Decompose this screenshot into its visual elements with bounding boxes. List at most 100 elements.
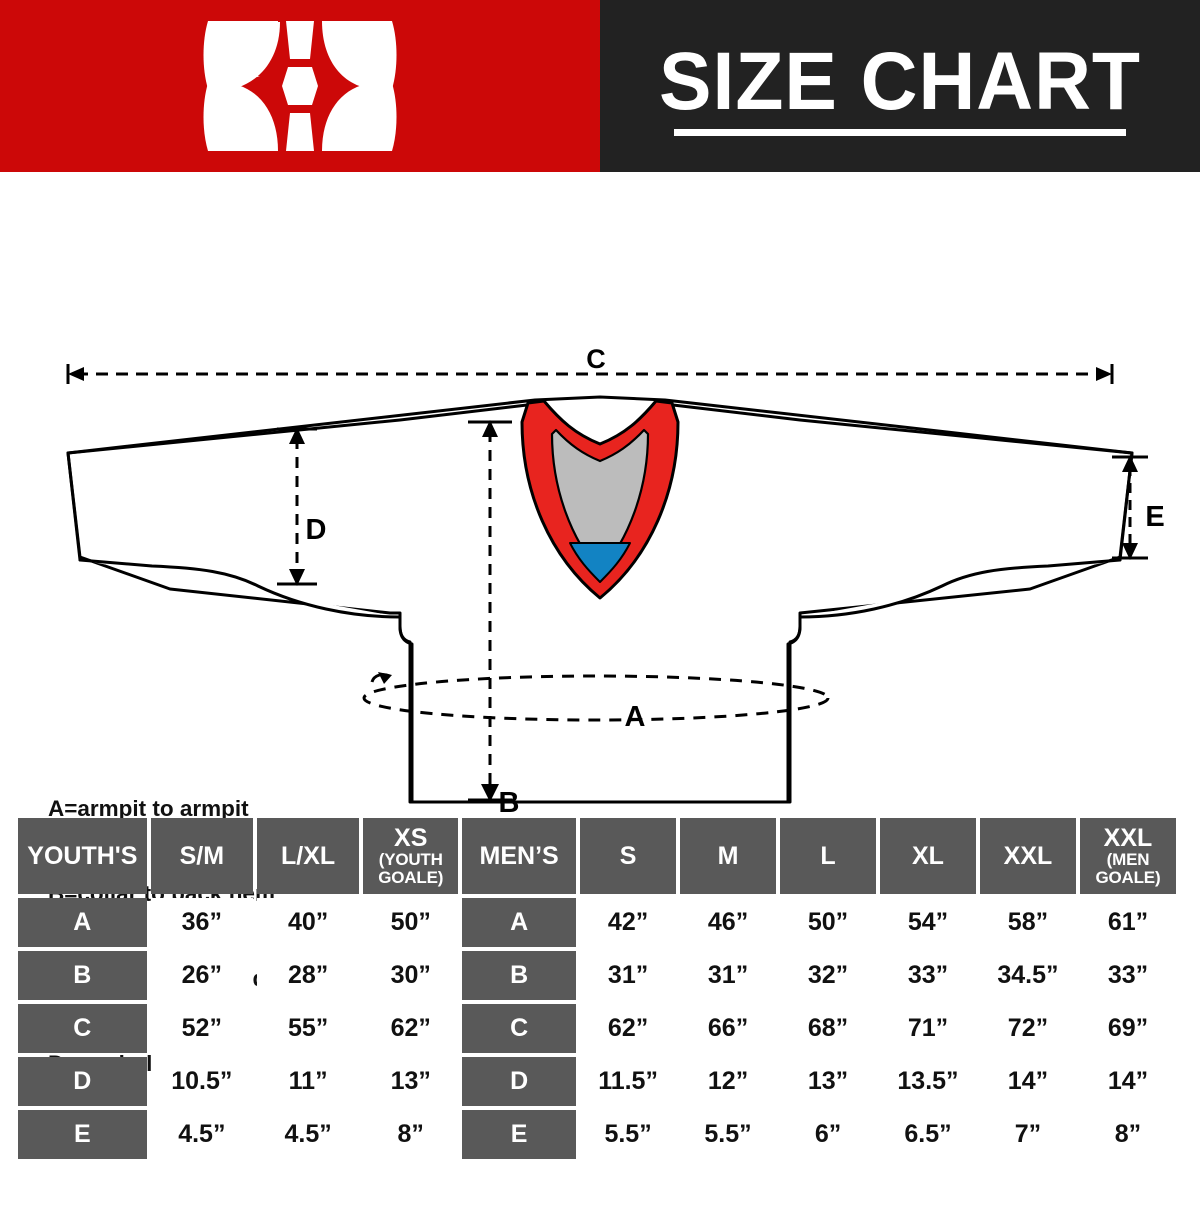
youth-cell-E-0: 4.5” xyxy=(150,1110,253,1159)
youth-group-header: YOUTH'S xyxy=(18,818,147,894)
mens-cell-C-4: 72” xyxy=(979,1004,1076,1053)
mens-cell-C-1: 66” xyxy=(680,1004,777,1053)
youth-cell-A-1: 40” xyxy=(256,898,360,947)
kxk-logo-icon xyxy=(203,21,397,151)
mens-cell-E-1: 5.5” xyxy=(680,1110,777,1159)
youth-size-header-2: XS (YOUTH GOALE) xyxy=(363,818,459,894)
mens-cell-C-0: 62” xyxy=(580,1004,677,1053)
table-row: E 4.5” 4.5” 8” E 5.5” 5.5” 6” 6.5” 7” 8” xyxy=(18,1110,1176,1159)
mens-size-header-1: M xyxy=(680,818,777,894)
mens-cell-B-1: 31” xyxy=(680,951,777,1000)
table-row: B 26” 28” 30” B 31” 31” 32” 33” 34.5” 33” xyxy=(18,951,1176,1000)
mens-cell-D-3: 13.5” xyxy=(880,1057,976,1106)
dimension-label-c: C xyxy=(586,344,606,374)
jersey-collar xyxy=(520,399,680,600)
youth-cell-B-1: 28” xyxy=(256,951,360,1000)
size-header-main: S xyxy=(619,841,637,870)
youth-cell-D-1: 11” xyxy=(256,1057,360,1106)
title-panel: SIZE CHART xyxy=(600,0,1200,172)
size-header-main: S/M xyxy=(179,841,225,870)
youth-cell-C-0: 52” xyxy=(150,1004,253,1053)
dimension-label-a: A xyxy=(625,701,646,733)
dimension-b xyxy=(468,420,512,802)
youth-size-header-1: L/XL xyxy=(256,818,360,894)
mens-cell-B-0: 31” xyxy=(580,951,677,1000)
size-header-sub: (YOUTH GOALE) xyxy=(378,850,444,887)
mens-size-header-4: XXL xyxy=(979,818,1076,894)
mens-cell-E-0: 5.5” xyxy=(580,1110,677,1159)
mens-cell-A-0: 42” xyxy=(580,898,677,947)
size-header-main: XXL xyxy=(1003,841,1053,870)
youth-measure-label-B: B xyxy=(18,951,147,1000)
youth-cell-D-2: 13” xyxy=(363,1057,459,1106)
mens-cell-D-1: 12” xyxy=(680,1057,777,1106)
dimension-e xyxy=(1112,455,1148,560)
mens-cell-D-2: 13” xyxy=(780,1057,876,1106)
mens-group-header: MEN’S xyxy=(462,818,577,894)
dimension-c xyxy=(66,364,1114,384)
table-row: C 52” 55” 62” C 62” 66” 68” 71” 72” 69” xyxy=(18,1004,1176,1053)
page-header: SIZE CHART xyxy=(0,0,1200,172)
youth-cell-C-2: 62” xyxy=(363,1004,459,1053)
mens-measure-label-A: A xyxy=(462,898,577,947)
jersey-outline-details xyxy=(66,403,1134,804)
page-title: SIZE CHART xyxy=(659,35,1141,127)
youth-cell-C-1: 55” xyxy=(256,1004,360,1053)
size-table: YOUTH'S S/M L/XL XS (YOUTH GOALE) MEN’S S M L XL X… xyxy=(14,814,1180,1163)
size-header-main: L/XL xyxy=(281,841,336,870)
dimension-label-d: D xyxy=(306,514,327,546)
dimension-a xyxy=(362,672,830,722)
mens-cell-E-4: 7” xyxy=(979,1110,1076,1159)
jersey-diagram: C D E B A A=armpit to armpit B=collar to… xyxy=(0,172,1200,1161)
mens-cell-E-3: 6.5” xyxy=(880,1110,976,1159)
mens-measure-label-B: B xyxy=(462,951,577,1000)
mens-cell-C-3: 71” xyxy=(880,1004,976,1053)
mens-size-header-3: XL xyxy=(880,818,976,894)
size-header-main: XXL xyxy=(1103,824,1153,853)
legend-line-a: A=armpit to armpit xyxy=(48,795,249,821)
dimension-label-b: B xyxy=(499,787,520,817)
youth-cell-A-0: 36” xyxy=(150,898,253,947)
mens-measure-label-D: D xyxy=(462,1057,577,1106)
mens-size-header-0: S xyxy=(580,818,677,894)
table-header-row: YOUTH'S S/M L/XL XS (YOUTH GOALE) MEN’S S M L XL X… xyxy=(18,818,1176,894)
size-header-sub: (MEN GOALE) xyxy=(1095,850,1161,887)
mens-cell-E-2: 6” xyxy=(780,1110,876,1159)
mens-cell-B-4: 34.5” xyxy=(979,951,1076,1000)
mens-cell-C-2: 68” xyxy=(780,1004,876,1053)
youth-measure-label-D: D xyxy=(18,1057,147,1106)
youth-measure-label-C: C xyxy=(18,1004,147,1053)
mens-cell-B-2: 32” xyxy=(780,951,876,1000)
size-header-main: L xyxy=(820,841,836,870)
mens-measure-label-C: C xyxy=(462,1004,577,1053)
youth-measure-label-A: A xyxy=(18,898,147,947)
youth-cell-D-0: 10.5” xyxy=(150,1057,253,1106)
size-header-main: XS xyxy=(394,824,428,853)
youth-measure-label-E: E xyxy=(18,1110,147,1159)
mens-cell-C-5: 69” xyxy=(1079,1004,1176,1053)
mens-cell-A-3: 54” xyxy=(880,898,976,947)
mens-cell-E-5: 8” xyxy=(1079,1110,1176,1159)
table-row: A 36” 40” 50” A 42” 46” 50” 54” 58” 61” xyxy=(18,898,1176,947)
mens-size-header-5: XXL (MEN GOALE) xyxy=(1079,818,1176,894)
youth-cell-A-2: 50” xyxy=(363,898,459,947)
mens-cell-A-2: 50” xyxy=(780,898,876,947)
mens-cell-D-5: 14” xyxy=(1079,1057,1176,1106)
youth-cell-B-2: 30” xyxy=(363,951,459,1000)
mens-cell-D-4: 14” xyxy=(979,1057,1076,1106)
brand-panel xyxy=(0,0,600,172)
dimension-d xyxy=(277,427,317,586)
youth-size-header-0: S/M xyxy=(150,818,253,894)
mens-cell-A-5: 61” xyxy=(1079,898,1176,947)
mens-cell-A-4: 58” xyxy=(979,898,1076,947)
mens-cell-B-5: 33” xyxy=(1079,951,1176,1000)
dimension-label-e: E xyxy=(1145,501,1164,533)
table-row: D 10.5” 11” 13” D 11.5” 12” 13” 13.5” 14” 14” xyxy=(18,1057,1176,1106)
mens-size-header-2: L xyxy=(780,818,876,894)
title-underline xyxy=(674,129,1126,137)
mens-cell-D-0: 11.5” xyxy=(580,1057,677,1106)
youth-cell-E-2: 8” xyxy=(363,1110,459,1159)
mens-cell-A-1: 46” xyxy=(680,898,777,947)
youth-cell-E-1: 4.5” xyxy=(256,1110,360,1159)
size-header-main: M xyxy=(717,841,739,870)
